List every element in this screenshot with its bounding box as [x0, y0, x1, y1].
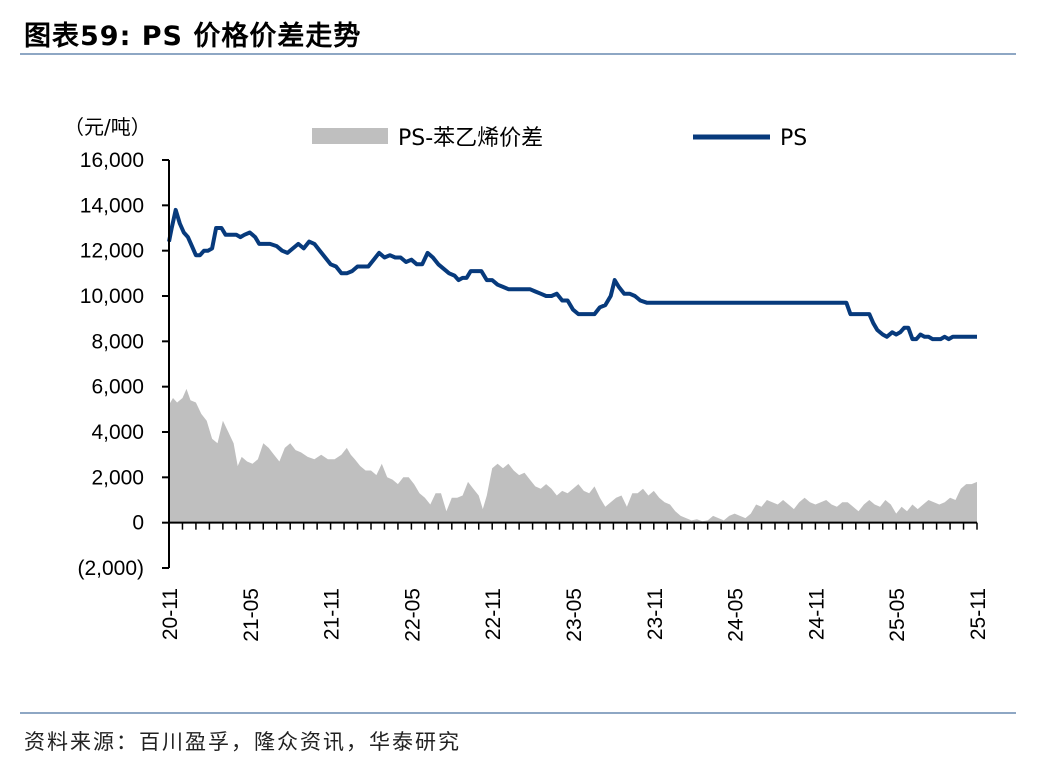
y-tick-label: 4,000: [91, 421, 144, 444]
bottom-rule: [20, 712, 1016, 714]
y-tick-label: 10,000: [80, 285, 144, 308]
x-tick-label: 25-11: [967, 588, 990, 640]
y-unit-label: （元/吨）: [64, 115, 151, 139]
legend-swatch-spread: [312, 128, 388, 144]
x-tick-label: 25-05: [886, 588, 909, 642]
tick-labels: (2,000) 0 2,000 4,000 6,000 8,000 10,000 12,000…: [77, 149, 990, 642]
y-tick-label: 14,000: [80, 194, 144, 217]
x-tick-label: 20-11: [159, 588, 182, 640]
y-tick-label: 0: [132, 512, 144, 535]
x-tick-label: 22-11: [482, 588, 505, 640]
x-tick-label: 21-05: [240, 588, 263, 642]
spread-area-layer: [169, 388, 977, 523]
y-tick-label: 8,000: [91, 330, 144, 353]
y-tick-label: 16,000: [80, 149, 144, 172]
legend-label-spread: PS-苯乙烯价差: [398, 126, 543, 151]
spread-area: [169, 388, 977, 523]
y-tick-label: 2,000: [91, 466, 144, 489]
legend: PS-苯乙烯价差 PS: [312, 126, 807, 151]
y-tick-label: (2,000): [77, 557, 144, 580]
price-line-layer: [167, 207, 977, 342]
source-note: 资料来源：百川盈孚，隆众资讯，华泰研究: [24, 730, 461, 754]
top-rule: [20, 53, 1016, 55]
x-tick-label: 24-11: [805, 588, 828, 640]
legend-label-ps: PS: [780, 126, 807, 151]
ps-price-line: [167, 207, 977, 342]
figure-title: 图表59: PS 价格价差走势: [24, 21, 362, 52]
x-tick-label: 21-11: [321, 588, 344, 640]
axes: [162, 159, 978, 569]
x-tick-label: 23-05: [563, 588, 586, 642]
x-tick-label: 24-05: [725, 588, 748, 642]
x-tick-label: 22-05: [401, 588, 424, 642]
y-tick-label: 6,000: [91, 376, 144, 399]
x-tick-label: 23-11: [644, 588, 667, 640]
y-tick-label: 12,000: [80, 240, 144, 263]
